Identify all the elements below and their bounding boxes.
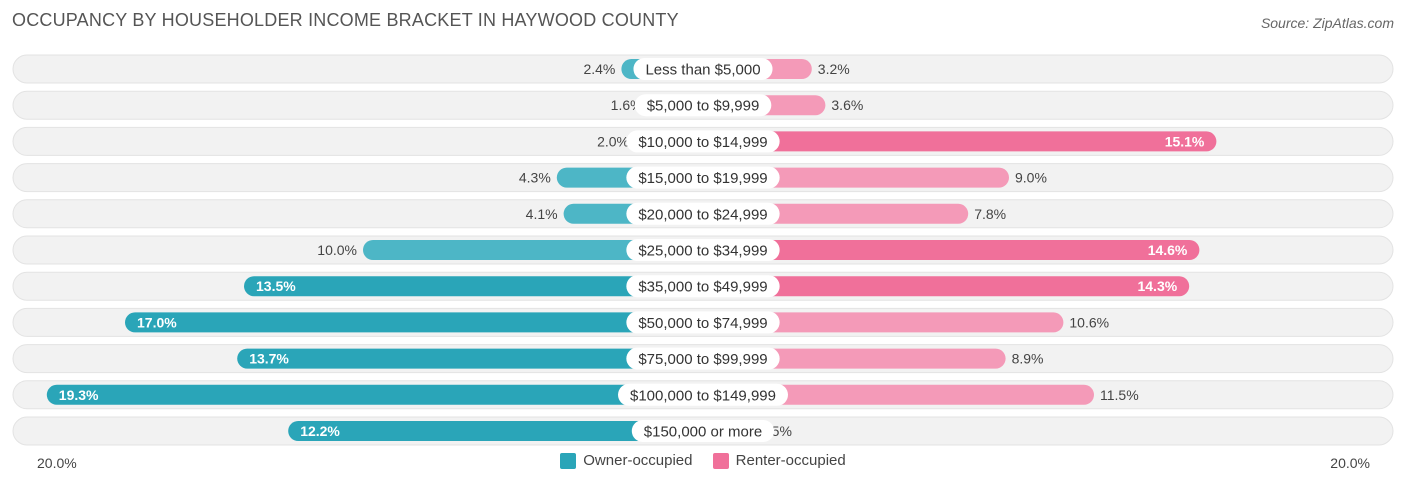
- renter-bar: [703, 384, 1094, 405]
- category-pill: [626, 311, 780, 334]
- category-pill: [626, 239, 780, 261]
- chart-row: 4.3% 9.0% $15,000 to $19,999: [12, 163, 1394, 193]
- legend-item-owner: Owner-occupied: [560, 452, 692, 469]
- renter-bar: [703, 131, 1217, 152]
- legend-swatch-renter: [712, 452, 729, 469]
- chart-row: 2.4% 3.2% Less than $5,000: [12, 54, 1394, 84]
- chart-row: 13.7% 8.9% $75,000 to $99,999: [12, 344, 1394, 374]
- legend-label-renter: Renter-occupied: [735, 452, 846, 469]
- category-label: $15,000 to $19,999: [638, 170, 767, 187]
- owner-value-label: 2.4%: [583, 61, 615, 77]
- category-pill: [631, 420, 775, 442]
- category-label: $25,000 to $34,999: [638, 243, 767, 260]
- renter-bar: [703, 240, 1200, 260]
- renter-value-label: 7.8%: [974, 206, 1006, 222]
- renter-bar: [703, 276, 1190, 297]
- chart-row: 12.2% 1.5%$150,000 or more: [12, 416, 1394, 446]
- axis-left-label: 20.0%: [37, 455, 77, 471]
- category-label: $150,000 or more: [644, 424, 762, 441]
- source-label: Source: ZipAtlas.com: [1260, 15, 1394, 31]
- legend-swatch-owner: [560, 452, 577, 469]
- owner-value-label: 13.7%: [249, 351, 289, 367]
- owner-bar: [288, 421, 703, 441]
- chart-row: 19.3% 11.5% $100,000 to $149,999: [12, 380, 1394, 410]
- category-pill: [634, 94, 772, 117]
- category-label: $35,000 to $49,999: [638, 279, 767, 296]
- category-label: $75,000 to $99,999: [638, 351, 767, 368]
- owner-value-label: 10.0%: [317, 242, 357, 258]
- category-pill: [626, 347, 780, 370]
- renter-value-label: 9.0%: [1015, 170, 1047, 186]
- owner-value-label: 1.6%: [611, 97, 643, 113]
- owner-bar: [363, 240, 703, 260]
- owner-value-label: 4.1%: [526, 206, 558, 222]
- renter-value-label: 14.3%: [1137, 278, 1177, 294]
- legend-label-owner: Owner-occupied: [583, 452, 693, 469]
- renter-value-label: 11.5%: [1100, 387, 1139, 403]
- renter-bar: [703, 167, 1009, 188]
- renter-value-label: 3.6%: [831, 97, 863, 113]
- renter-value-label: 14.6%: [1148, 242, 1188, 258]
- axis-right-label: 20.0%: [1330, 455, 1370, 471]
- category-pill: [626, 166, 780, 189]
- renter-bar: [703, 348, 1006, 369]
- chart-title: OCCUPANCY BY HOUSEHOLDER INCOME BRACKET …: [12, 10, 679, 30]
- legend: Owner-occupied Renter-occupied: [0, 452, 1406, 473]
- owner-value-label: 17.0%: [137, 314, 177, 330]
- category-pill: [618, 383, 788, 406]
- renter-value-label: 8.9%: [1012, 351, 1044, 367]
- chart-row: 2.0% 15.1% $10,000 to $14,999: [12, 126, 1394, 156]
- category-pill: [626, 202, 780, 225]
- owner-value-label: 2.0%: [597, 133, 629, 149]
- chart-row: 17.0% 10.6% $50,000 to $74,999: [12, 307, 1394, 337]
- renter-value-label: 10.6%: [1069, 314, 1109, 330]
- legend-item-renter: Renter-occupied: [712, 452, 846, 469]
- owner-value-label: 12.2%: [300, 423, 340, 439]
- chart-row: 10.0% 14.6% $25,000 to $34,999: [12, 235, 1394, 265]
- owner-bar: [237, 348, 703, 369]
- category-label: $100,000 to $149,999: [630, 387, 776, 404]
- category-pill: [626, 130, 780, 153]
- owner-bar: [125, 312, 703, 333]
- owner-value-label: 19.3%: [59, 387, 99, 403]
- chart-row: 13.5% 14.3% $35,000 to $49,999: [12, 271, 1394, 301]
- chart-row: 1.6% 3.6% $5,000 to $9,999: [12, 90, 1394, 120]
- bar-chart: 2.4% 3.2% Less than $5,000 1.6% 3.6% $5,000 t…: [12, 54, 1394, 446]
- category-label: $10,000 to $14,999: [638, 134, 767, 151]
- category-label: $20,000 to $24,999: [638, 206, 767, 223]
- owner-bar: [244, 276, 703, 297]
- renter-value-label: 3.2%: [818, 61, 850, 77]
- category-label: Less than $5,000: [645, 62, 760, 79]
- owner-value-label: 13.5%: [256, 278, 296, 294]
- category-pill: [633, 58, 773, 80]
- category-label: $5,000 to $9,999: [647, 98, 760, 115]
- owner-value-label: 4.3%: [519, 170, 551, 186]
- renter-value-label: 15.1%: [1165, 133, 1205, 149]
- owner-bar: [46, 384, 704, 405]
- chart-row: 4.1% 7.8% $20,000 to $24,999: [12, 199, 1394, 229]
- category-label: $50,000 to $74,999: [638, 315, 767, 332]
- category-pill: [626, 275, 780, 298]
- renter-bar: [703, 312, 1064, 333]
